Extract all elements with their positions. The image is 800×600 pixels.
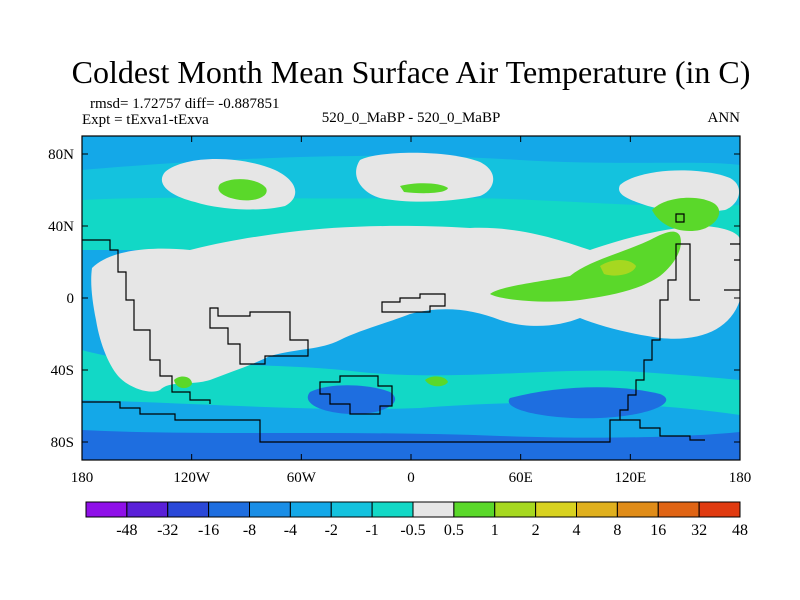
colorbar-label: 8 xyxy=(613,522,621,539)
colorbar-label: 32 xyxy=(691,522,707,539)
coastline-south-pacific-block xyxy=(209,307,309,365)
lon-label: 0 xyxy=(407,470,415,486)
colorbar-swatch xyxy=(576,501,618,518)
colorbar-label: -32 xyxy=(157,522,178,539)
coastline-east-margin xyxy=(620,419,705,441)
colorbar-swatch xyxy=(698,501,741,518)
coastline-northeast-strip xyxy=(675,213,685,223)
colorbar-swatch xyxy=(167,501,210,518)
colorbar-swatch xyxy=(249,501,291,518)
lon-label: 180 xyxy=(729,470,752,486)
colorbar-swatch xyxy=(535,501,577,518)
colorbar-swatch xyxy=(494,501,537,518)
temperature-field xyxy=(82,136,740,460)
colorbar-label: -16 xyxy=(198,522,219,539)
lon-label: 60E xyxy=(509,470,533,486)
lon-label: 60W xyxy=(287,470,317,486)
colorbar-label: 2 xyxy=(532,522,540,539)
warm-spot-northeast xyxy=(652,197,720,232)
experiment-label: Expt = tExva1-tExva xyxy=(82,112,209,128)
warm-spot-north-atlantic xyxy=(400,183,448,194)
stats-label: rmsd= 1.72757 diff= -0.887851 xyxy=(90,96,280,112)
colorbar-label: 16 xyxy=(650,522,666,539)
colorbar-swatch xyxy=(371,501,414,518)
lat-label: 0 xyxy=(67,291,75,307)
lat-label: 80N xyxy=(48,147,74,163)
case-label: 520_0_MaBP - 520_0_MaBP xyxy=(322,110,501,126)
colorbar-label: 0.5 xyxy=(444,522,464,539)
plot-title: Coldest Month Mean Surface Air Temperatu… xyxy=(72,54,751,90)
colorbar-swatch xyxy=(453,501,496,518)
colorbar-swatch xyxy=(289,501,332,518)
deep-blue-patch-southern-ocean-west xyxy=(307,385,396,414)
neutral-blob-north-atlantic xyxy=(356,152,494,202)
warm-spot-asia-core xyxy=(600,260,636,276)
period-label: ANN xyxy=(708,110,741,126)
colorbar-label: 48 xyxy=(732,522,748,539)
coastline-east-inlet xyxy=(724,243,740,291)
coastline-south-atlantic-block xyxy=(319,375,393,415)
colorbar-label: -8 xyxy=(243,522,256,539)
lat-label: 40N xyxy=(48,219,74,235)
colorbar-label: -0.5 xyxy=(400,522,425,539)
lat-label: 40S xyxy=(51,363,74,379)
colorbar-swatch xyxy=(126,501,169,518)
lon-label: 180 xyxy=(71,470,94,486)
neutral-region-main xyxy=(91,225,740,392)
warm-spot-south-pacific xyxy=(174,376,192,389)
colorbar-label: -48 xyxy=(116,522,137,539)
colorbar-swatch xyxy=(657,501,700,518)
colorbar-label: -2 xyxy=(325,522,338,539)
coastline-equatorial-block xyxy=(381,293,446,313)
colorbar-swatch xyxy=(616,501,659,518)
colorbar-swatch xyxy=(208,501,250,518)
warm-spot-north-pacific xyxy=(218,179,267,201)
colorbar-label: -1 xyxy=(365,522,378,539)
map-axes: 80N 40N 0 40S 80S 180 120W 60W 0 60E 120E 180 xyxy=(48,136,751,486)
deep-blue-patch-far-south xyxy=(82,430,740,460)
colorbar: -48 -32 -16 -8 -4 -2 -1 -0.5 0.5 1 2 4 8 16 32 48 xyxy=(85,501,748,539)
colorbar-label: -4 xyxy=(284,522,297,539)
coastline-outlines xyxy=(82,213,740,443)
coastline-island-west xyxy=(82,239,211,404)
colorbar-label: 4 xyxy=(573,522,581,539)
lon-label: 120E xyxy=(614,470,646,486)
lat-label: 80S xyxy=(51,435,74,451)
lon-label: 120W xyxy=(173,470,211,486)
colorbar-swatch xyxy=(412,501,455,518)
colorbar-swatch xyxy=(330,501,373,518)
colorbar-label: 1 xyxy=(491,522,499,539)
warm-spot-south-atlantic xyxy=(425,376,448,387)
warm-spot-asia xyxy=(490,231,681,302)
coastline-antarctic-gondwana xyxy=(82,243,700,443)
teal-band-north xyxy=(82,197,740,250)
colorbar-swatch xyxy=(85,501,128,518)
